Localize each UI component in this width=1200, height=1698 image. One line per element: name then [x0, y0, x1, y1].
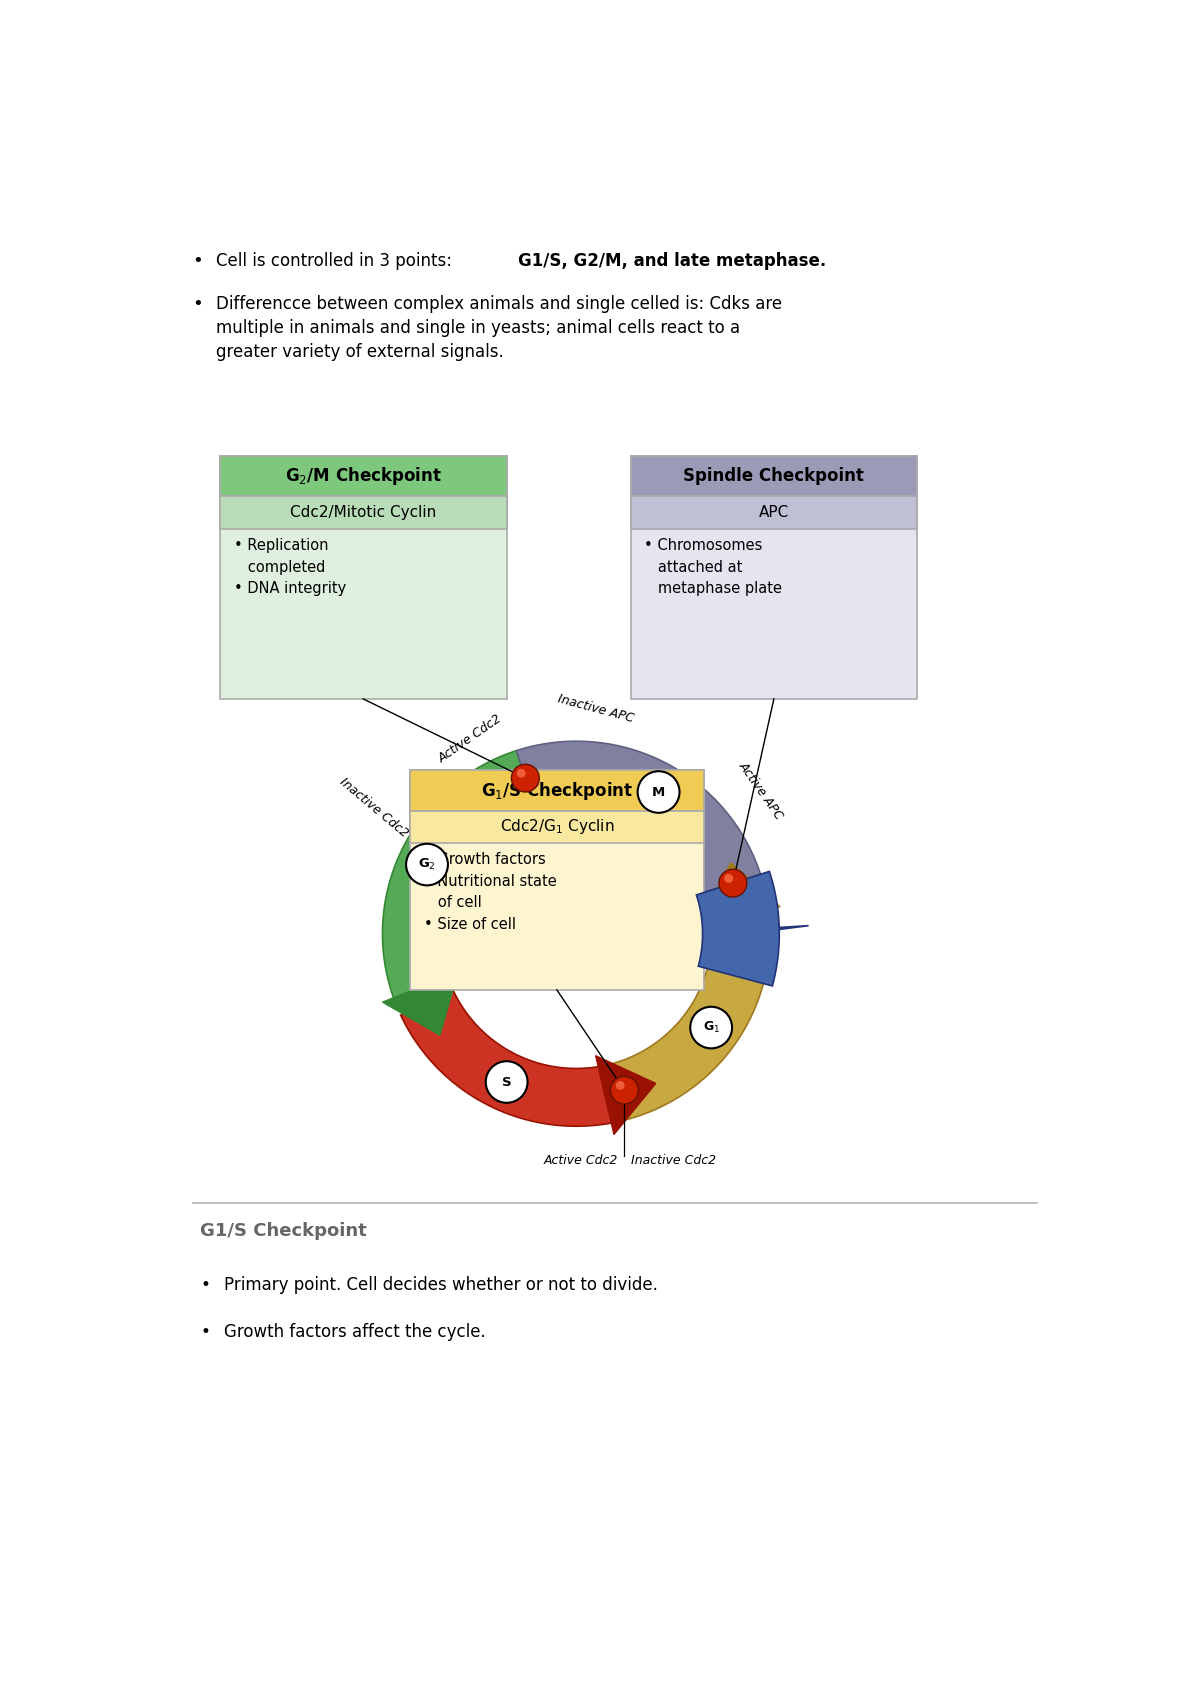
Circle shape [719, 869, 746, 897]
FancyBboxPatch shape [220, 496, 506, 528]
Text: Spindle Checkpoint: Spindle Checkpoint [684, 467, 864, 486]
Text: G1/S, G2/M, and late metaphase.: G1/S, G2/M, and late metaphase. [518, 253, 827, 270]
Text: G$_2$: G$_2$ [418, 857, 436, 873]
Circle shape [637, 771, 679, 813]
Text: G$_2$/M Checkpoint: G$_2$/M Checkpoint [284, 465, 442, 487]
Text: Cdc2/G$_1$ Cyclin: Cdc2/G$_1$ Cyclin [499, 817, 614, 835]
Polygon shape [595, 1056, 655, 1134]
Polygon shape [696, 871, 809, 987]
Text: Inactive Cdc2: Inactive Cdc2 [630, 1153, 715, 1167]
Circle shape [517, 769, 526, 778]
Polygon shape [383, 751, 534, 1005]
FancyBboxPatch shape [409, 771, 704, 810]
FancyBboxPatch shape [630, 457, 917, 496]
FancyBboxPatch shape [220, 457, 506, 700]
Polygon shape [383, 971, 458, 1036]
FancyBboxPatch shape [630, 457, 917, 700]
Circle shape [406, 844, 448, 885]
Polygon shape [401, 990, 620, 1126]
Text: Primary point. Cell decides whether or not to divide.: Primary point. Cell decides whether or n… [223, 1277, 658, 1294]
FancyBboxPatch shape [220, 457, 506, 496]
Circle shape [486, 1061, 528, 1102]
Text: G1/S Checkpoint: G1/S Checkpoint [200, 1223, 367, 1241]
Text: APC: APC [758, 504, 790, 520]
Text: •: • [193, 295, 203, 312]
Text: Differencce between complex animals and single celled is: Cdks are
multiple in a: Differencce between complex animals and … [216, 295, 782, 362]
Circle shape [690, 1007, 732, 1048]
Text: •: • [200, 1277, 210, 1294]
Text: • Replication
   completed
• DNA integrity: • Replication completed • DNA integrity [234, 538, 346, 596]
Text: S: S [502, 1075, 511, 1088]
Circle shape [616, 1082, 625, 1090]
Text: G$_1$: G$_1$ [702, 1020, 720, 1036]
Circle shape [511, 764, 539, 791]
Text: Active Cdc2: Active Cdc2 [544, 1153, 618, 1167]
Text: • Growth factors
• Nutritional state
   of cell
• Size of cell: • Growth factors • Nutritional state of … [424, 852, 557, 932]
FancyBboxPatch shape [409, 771, 704, 990]
Text: Growth factors affect the cycle.: Growth factors affect the cycle. [223, 1323, 485, 1340]
Text: M: M [652, 786, 665, 798]
Text: •: • [200, 1323, 210, 1340]
Text: Inactive Cdc2: Inactive Cdc2 [337, 776, 410, 841]
Text: Inactive APC: Inactive APC [556, 693, 635, 725]
Text: Active APC: Active APC [736, 759, 786, 822]
Text: Active Cdc2: Active Cdc2 [436, 711, 504, 766]
Circle shape [725, 874, 733, 883]
FancyBboxPatch shape [630, 496, 917, 528]
FancyBboxPatch shape [409, 810, 704, 842]
Text: • Chromosomes
   attached at
   metaphase plate: • Chromosomes attached at metaphase plat… [644, 538, 782, 596]
Text: G$_1$/S Checkpoint: G$_1$/S Checkpoint [481, 779, 634, 801]
Text: Cdc2/Mitotic Cyclin: Cdc2/Mitotic Cyclin [290, 504, 437, 520]
Polygon shape [611, 900, 770, 1119]
Circle shape [611, 1077, 638, 1104]
Text: Cell is controlled in 3 points:: Cell is controlled in 3 points: [216, 253, 457, 270]
Polygon shape [700, 863, 780, 920]
Text: •: • [193, 253, 203, 270]
Polygon shape [516, 742, 761, 891]
